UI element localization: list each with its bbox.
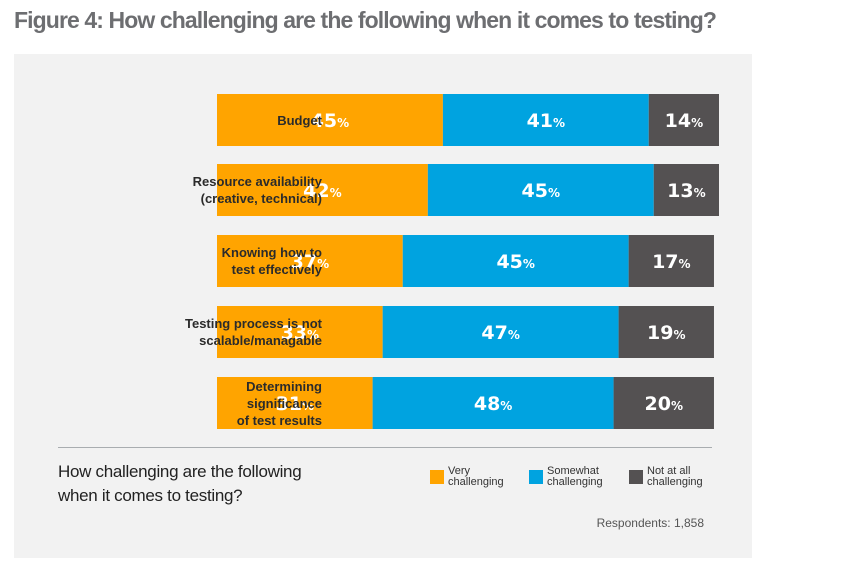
- category-label-line: Determining: [246, 378, 322, 394]
- bar-segment: [217, 235, 403, 287]
- bar-segment: [217, 377, 373, 429]
- category-label: Knowing how to test effectively: [122, 244, 322, 278]
- bar-segment: [648, 94, 719, 146]
- category-label: Testing process is not scalable/managable: [122, 315, 322, 349]
- figure-title: Figure 4: How challenging are the follow…: [14, 7, 717, 33]
- divider: [58, 447, 712, 448]
- data-label: 47%: [481, 322, 519, 344]
- legend-not-at-all-challenging: Not at all challenging: [629, 466, 703, 488]
- category-label-line: significance: [246, 395, 322, 411]
- bar-segment: [427, 164, 654, 216]
- legend-label: Somewhat: [547, 465, 599, 477]
- data-label: 20%: [645, 393, 683, 415]
- legend-somewhat-challenging: Somewhat challenging: [529, 466, 603, 488]
- bar-segment: [382, 306, 619, 358]
- data-label: 37%: [291, 251, 329, 273]
- respondents-note: Respondents: 1,858: [596, 516, 704, 530]
- category-label-line: of test results: [236, 412, 322, 428]
- category-label: Determining significance of test results: [122, 378, 322, 429]
- bar-segment: [628, 235, 714, 287]
- data-label: 45%: [522, 180, 560, 202]
- category-label-line: Testing process is not: [184, 316, 322, 331]
- category-label-line: Resource availability: [192, 174, 322, 189]
- bar-segment: [372, 377, 614, 429]
- legend-label: challenging: [448, 476, 504, 488]
- question-line-1: How challenging are the following: [58, 462, 302, 481]
- data-label: 42%: [303, 180, 341, 202]
- data-label: 17%: [652, 251, 690, 273]
- legend-swatch-very: [430, 470, 444, 484]
- data-label: 33%: [281, 322, 319, 344]
- legend-swatch-not-at-all: [629, 470, 643, 484]
- bar-segment: [402, 235, 629, 287]
- category-label: Resource availability (creative, technica…: [122, 173, 322, 207]
- legend-label: Very: [448, 465, 471, 477]
- bar-segment: [442, 94, 649, 146]
- question-line-2: when it comes to testing?: [58, 486, 243, 505]
- data-label: 14%: [665, 110, 703, 132]
- category-label-line: (creative, technical): [200, 191, 322, 206]
- category-label-line: Budget: [277, 112, 322, 128]
- legend-label: challenging: [547, 476, 603, 488]
- legend-swatch-somewhat: [529, 470, 543, 484]
- data-label: 19%: [647, 322, 685, 344]
- bar-segment: [217, 164, 428, 216]
- bar-segment: [217, 94, 443, 146]
- legend-label: Not at all: [647, 465, 691, 477]
- category-label-line: scalable/managable: [199, 333, 322, 348]
- data-label: 13%: [667, 180, 705, 202]
- data-label: 31%: [276, 393, 314, 415]
- data-label: 48%: [474, 393, 512, 415]
- category-label: Budget: [122, 112, 322, 129]
- data-label: 45%: [496, 251, 534, 273]
- data-label: 41%: [527, 110, 565, 132]
- bar-segment: [653, 164, 719, 216]
- bar-segment: [217, 306, 383, 358]
- legend-very-challenging: Very challenging: [430, 466, 504, 488]
- chart-question: How challenging are the following when i…: [58, 460, 302, 508]
- category-label-line: test effectively: [231, 262, 322, 277]
- bar-segment: [618, 306, 714, 358]
- legend-label: challenging: [647, 476, 703, 488]
- bar-segment: [613, 377, 714, 429]
- data-label: 45%: [311, 110, 349, 132]
- category-label-line: Knowing how to: [221, 245, 322, 260]
